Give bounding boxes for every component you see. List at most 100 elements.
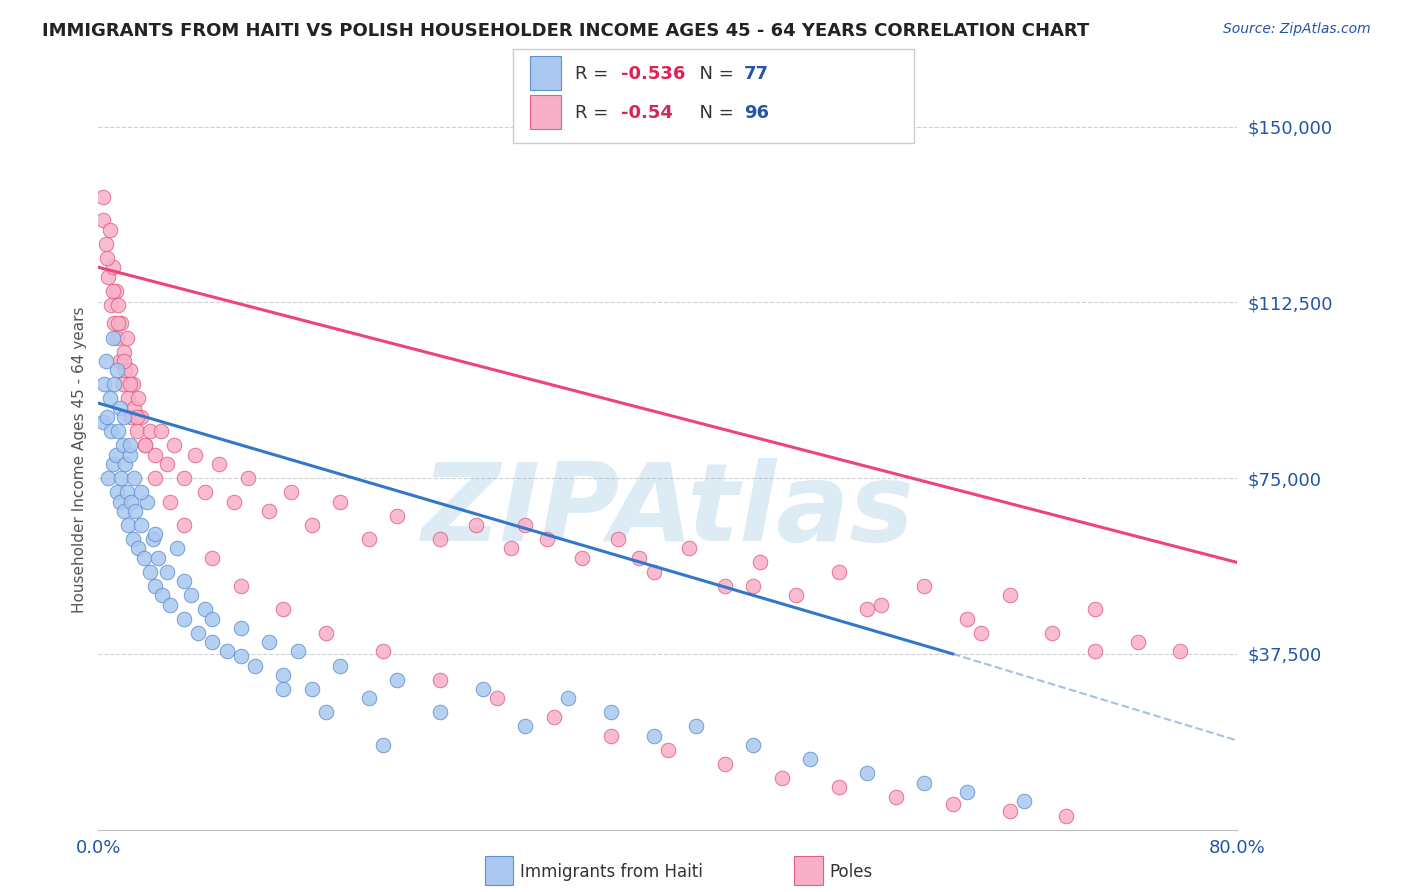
Point	[111, 438, 134, 452]
Point	[159, 494, 181, 508]
Point	[107, 298, 129, 312]
Point	[120, 410, 142, 425]
Point	[135, 494, 157, 508]
Point	[201, 635, 224, 649]
Point	[201, 612, 224, 626]
Point	[129, 518, 152, 533]
Point	[799, 752, 821, 766]
Point	[122, 401, 145, 415]
Point	[150, 424, 173, 438]
Point	[118, 448, 141, 462]
Point	[173, 518, 195, 533]
Point	[156, 457, 179, 471]
Point	[429, 706, 451, 720]
Point	[301, 518, 323, 533]
Point	[600, 729, 623, 743]
Point	[127, 392, 149, 406]
Point	[273, 602, 295, 616]
Text: -0.54: -0.54	[621, 104, 673, 122]
Point	[124, 504, 146, 518]
Point	[557, 691, 579, 706]
Point	[856, 602, 879, 616]
Point	[607, 532, 630, 546]
Point	[100, 298, 122, 312]
Point	[112, 504, 135, 518]
Point	[486, 691, 509, 706]
Point	[464, 518, 486, 533]
Point	[117, 392, 139, 406]
Point	[93, 377, 115, 392]
Point	[194, 602, 217, 616]
Point	[870, 598, 893, 612]
Point	[118, 377, 141, 392]
Point	[1056, 808, 1078, 822]
Point	[387, 673, 409, 687]
Point	[138, 565, 160, 579]
Point	[98, 392, 121, 406]
Point	[273, 681, 295, 696]
Point	[1084, 602, 1107, 616]
Point	[628, 550, 651, 565]
Point	[101, 457, 124, 471]
Point	[115, 330, 138, 344]
Point	[942, 797, 965, 811]
Point	[273, 668, 295, 682]
Point	[121, 377, 143, 392]
Point	[229, 621, 252, 635]
Y-axis label: Householder Income Ages 45 - 64 years: Householder Income Ages 45 - 64 years	[72, 306, 87, 613]
Point	[97, 471, 120, 485]
Point	[114, 363, 136, 377]
Point	[132, 550, 155, 565]
Point	[100, 424, 122, 438]
Point	[120, 494, 142, 508]
Point	[110, 317, 132, 331]
Point	[138, 424, 160, 438]
Point	[884, 789, 907, 804]
Point	[685, 719, 707, 733]
Point	[543, 710, 565, 724]
Point	[105, 363, 128, 377]
Text: IMMIGRANTS FROM HAITI VS POLISH HOUSEHOLDER INCOME AGES 45 - 64 YEARS CORRELATIO: IMMIGRANTS FROM HAITI VS POLISH HOUSEHOL…	[42, 22, 1090, 40]
Point	[229, 649, 252, 664]
Point	[357, 691, 380, 706]
Point	[501, 541, 523, 556]
Point	[515, 518, 537, 533]
Point	[101, 284, 124, 298]
Point	[742, 738, 765, 752]
Point	[828, 780, 851, 795]
Point	[215, 644, 238, 658]
Point	[145, 527, 167, 541]
Point	[856, 766, 879, 780]
Point	[373, 738, 395, 752]
Point	[643, 729, 665, 743]
Text: N =: N =	[688, 65, 740, 83]
Point	[127, 541, 149, 556]
Point	[129, 410, 152, 425]
Point	[180, 588, 202, 602]
Point	[208, 457, 231, 471]
Point	[998, 588, 1021, 602]
Point	[134, 438, 156, 452]
Point	[1170, 644, 1192, 658]
Point	[515, 719, 537, 733]
Point	[956, 785, 979, 799]
Point	[387, 508, 409, 523]
Point	[117, 518, 139, 533]
Point	[108, 354, 131, 368]
Text: R =: R =	[575, 65, 614, 83]
Point	[329, 658, 352, 673]
Point	[714, 579, 737, 593]
Point	[315, 706, 337, 720]
Point	[105, 485, 128, 500]
Point	[118, 363, 141, 377]
Point	[115, 485, 138, 500]
Point	[742, 579, 765, 593]
Point	[770, 771, 793, 785]
Point	[1040, 625, 1063, 640]
Point	[429, 673, 451, 687]
Point	[108, 494, 131, 508]
Point	[912, 775, 935, 789]
Point	[714, 756, 737, 771]
Point	[118, 438, 141, 452]
Point	[104, 448, 127, 462]
